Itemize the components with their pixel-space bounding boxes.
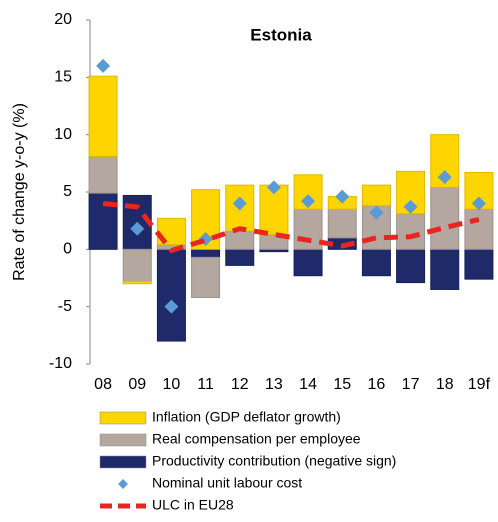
y-tick-label: 20	[54, 11, 72, 28]
diamond-marker	[301, 194, 316, 209]
legend-swatch	[99, 433, 147, 447]
bar	[225, 230, 255, 250]
bar	[191, 256, 221, 298]
legend-swatch	[99, 411, 147, 425]
bar	[464, 248, 494, 280]
bar	[156, 248, 186, 342]
legend-label: Nominal unit labour cost	[152, 475, 302, 491]
bar	[122, 248, 152, 282]
legend-swatch	[118, 479, 128, 489]
legend-label: ULC in EU28	[152, 497, 234, 513]
line-series	[102, 200, 480, 254]
diamond-marker	[437, 170, 452, 185]
bar	[396, 213, 426, 250]
bar	[430, 248, 460, 290]
y-axis-label: Rate of change y-o-y (%)	[11, 103, 28, 281]
x-tick-label: 12	[231, 376, 249, 393]
y-tick-label: -10	[49, 355, 72, 372]
legend-label: Productivity contribution (negative sign…	[152, 453, 396, 469]
bar	[88, 192, 118, 250]
bar	[122, 280, 152, 285]
legend-swatch	[99, 455, 147, 469]
diamond-marker	[266, 180, 281, 195]
diamond-marker	[96, 58, 111, 73]
bar	[430, 186, 460, 250]
x-tick-label: 11	[197, 376, 214, 393]
bar	[88, 75, 118, 157]
bar	[361, 248, 391, 277]
y-tick-label: 10	[54, 126, 72, 143]
x-tick-label: 16	[368, 376, 386, 393]
bar	[191, 248, 221, 258]
y-tick-label: 0	[63, 241, 72, 258]
x-tick-label: 09	[128, 376, 146, 393]
x-tick-label: 18	[436, 376, 454, 393]
diamond-marker	[164, 299, 179, 314]
bar	[361, 184, 391, 207]
bar	[293, 208, 323, 250]
x-tick-label: 10	[163, 376, 181, 393]
x-tick-label: 14	[299, 376, 317, 393]
y-tick-label: 5	[63, 183, 72, 200]
diamond-marker	[403, 199, 418, 214]
bar	[464, 208, 494, 250]
y-tick-label: 15	[54, 69, 72, 86]
diamond-marker	[335, 189, 350, 204]
diamond-marker	[369, 205, 384, 220]
legend-label: Inflation (GDP deflator growth)	[152, 409, 341, 425]
x-tick-label: 13	[265, 376, 283, 393]
bar	[293, 248, 323, 277]
diamond-marker	[232, 196, 247, 211]
x-tick-label: 08	[94, 376, 112, 393]
bar	[88, 155, 118, 194]
bar	[225, 248, 255, 266]
legend-label: Real compensation per employee	[152, 431, 361, 447]
x-tick-label: 19f	[468, 376, 491, 393]
bar	[396, 248, 426, 284]
diamond-marker	[130, 221, 145, 236]
diamond-marker	[471, 196, 486, 211]
x-tick-label: 17	[402, 376, 420, 393]
y-tick-label: -5	[58, 298, 72, 315]
bar	[327, 208, 357, 239]
chart-title: Estonia	[250, 25, 312, 44]
x-tick-label: 15	[333, 376, 351, 393]
